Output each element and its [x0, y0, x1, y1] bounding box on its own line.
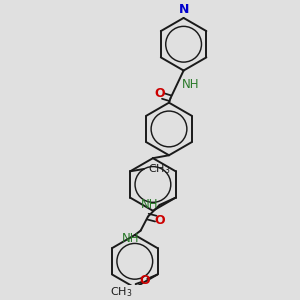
Text: O: O — [154, 214, 165, 227]
Text: NH: NH — [141, 197, 158, 211]
Text: CH$_3$: CH$_3$ — [148, 162, 171, 176]
Text: O: O — [139, 274, 150, 287]
Text: CH$_3$: CH$_3$ — [110, 286, 133, 299]
Text: NH: NH — [122, 232, 139, 244]
Text: N: N — [178, 3, 189, 16]
Text: NH: NH — [182, 78, 199, 91]
Text: O: O — [154, 86, 165, 100]
